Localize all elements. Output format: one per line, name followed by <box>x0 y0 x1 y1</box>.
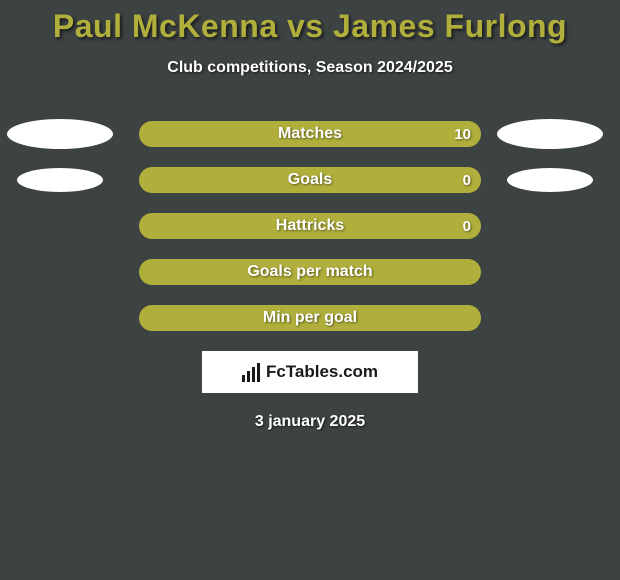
comparison-chart: Matches 10 Goals 0 Hattricks 0 Goals per match… <box>0 121 620 331</box>
snapshot-date: 3 january 2025 <box>255 413 365 431</box>
season-subtitle: Club competitions, Season 2024/2025 <box>167 59 452 77</box>
stat-label: Goals per match <box>247 263 372 281</box>
stat-bar: Goals per match <box>139 259 481 285</box>
stat-row: Min per goal <box>0 305 620 331</box>
stat-value-right: 10 <box>454 126 471 143</box>
stat-label: Goals <box>288 171 332 189</box>
page-title: Paul McKenna vs James Furlong <box>53 8 567 45</box>
stat-bar: Min per goal <box>139 305 481 331</box>
left-ellipse <box>17 168 103 192</box>
bar-chart-icon <box>242 363 260 382</box>
comparison-card: Paul McKenna vs James Furlong Club compe… <box>0 0 620 431</box>
left-ellipse <box>7 119 113 149</box>
stat-value-right: 0 <box>463 172 471 189</box>
right-ellipse <box>507 168 593 192</box>
branding-badge: FcTables.com <box>202 351 418 393</box>
stat-label: Min per goal <box>263 309 357 327</box>
stat-row: Matches 10 <box>0 121 620 147</box>
stat-label: Matches <box>278 125 342 143</box>
stat-bar: Hattricks 0 <box>139 213 481 239</box>
stat-bar: Matches 10 <box>139 121 481 147</box>
stat-row: Goals 0 <box>0 167 620 193</box>
stat-label: Hattricks <box>276 217 344 235</box>
stat-value-right: 0 <box>463 218 471 235</box>
right-ellipse <box>497 119 603 149</box>
branding-text: FcTables.com <box>266 362 378 382</box>
stat-row: Hattricks 0 <box>0 213 620 239</box>
stat-row: Goals per match <box>0 259 620 285</box>
stat-bar: Goals 0 <box>139 167 481 193</box>
